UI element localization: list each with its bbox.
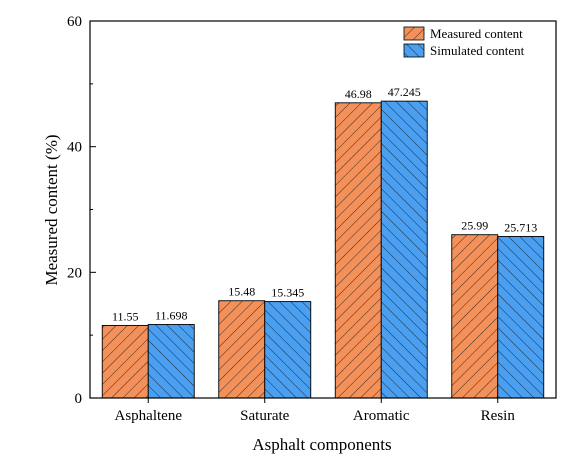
bar-simulated-saturate — [264, 301, 312, 399]
data-labels-layer: 11.55 11.698 15.48 15.345 46.98 47.245 25.99 25… — [112, 85, 537, 323]
x-tick-label-resin: Resin — [481, 408, 516, 424]
y-tick-label-0: 0 — [75, 391, 83, 407]
x-tick-label-asphaltene: Asphaltene — [115, 408, 183, 424]
legend-swatch-measured — [403, 26, 425, 41]
legend-swatch-simulated — [403, 43, 425, 58]
x-axis-label: Asphalt components — [252, 435, 391, 454]
bar-measured-saturate — [218, 300, 266, 399]
x-tick-label-saturate: Saturate — [240, 408, 289, 424]
bar-measured-resin — [451, 234, 499, 399]
data-label-measured-asphaltene: 11.55 — [112, 309, 139, 323]
data-label-measured-aromatic: 46.98 — [345, 87, 372, 101]
legend-label-measured: Measured content — [430, 26, 523, 41]
legend: Measured content Simulated content — [403, 26, 525, 58]
x-tick-label-aromatic: Aromatic — [353, 408, 410, 424]
bar-simulated-aromatic — [380, 100, 428, 399]
data-label-simulated-resin: 25.713 — [504, 220, 537, 234]
bar-measured-asphaltene — [101, 324, 149, 399]
y-tick-label-60: 60 — [67, 14, 82, 30]
data-label-measured-resin: 25.99 — [461, 219, 488, 233]
legend-label-simulated: Simulated content — [430, 43, 525, 58]
bars-layer — [101, 100, 545, 399]
bar-measured-aromatic — [334, 102, 382, 399]
bar-simulated-asphaltene — [147, 324, 195, 399]
data-label-simulated-aromatic: 47.245 — [388, 85, 421, 99]
data-label-simulated-asphaltene: 11.698 — [155, 308, 188, 322]
y-tick-label-40: 40 — [67, 140, 82, 156]
data-label-simulated-saturate: 15.345 — [271, 286, 304, 300]
y-axis-label: Measured content (%) — [42, 134, 61, 285]
y-tick-label-20: 20 — [67, 265, 82, 281]
bar-simulated-resin — [497, 235, 545, 399]
data-label-measured-saturate: 15.48 — [228, 285, 255, 299]
axes-layer: Asphaltene Saturate Aromatic Resin 0 20 40 60 — [67, 14, 557, 424]
